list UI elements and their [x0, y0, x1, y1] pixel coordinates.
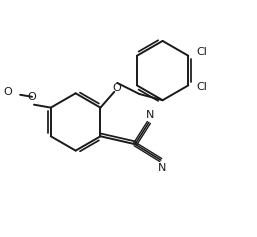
- Text: Cl: Cl: [196, 82, 207, 92]
- Text: O: O: [28, 92, 36, 102]
- Text: N: N: [158, 163, 166, 173]
- Text: Cl: Cl: [196, 47, 207, 57]
- Text: O: O: [3, 87, 12, 97]
- Text: N: N: [146, 109, 154, 119]
- Text: O: O: [113, 83, 122, 93]
